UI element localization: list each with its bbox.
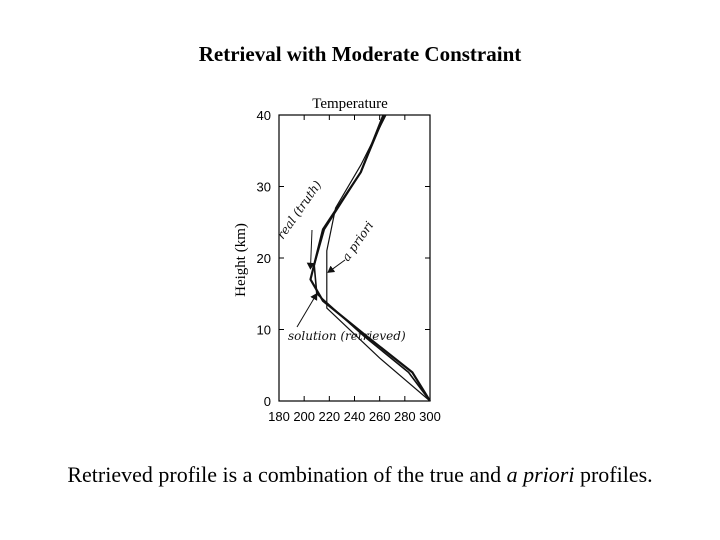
x-tick-label: 240 [344, 409, 366, 424]
x-tick-label: 220 [318, 409, 340, 424]
y-axis-title: Height (km) [233, 223, 249, 297]
annotation-arrow-real-truth [306, 229, 315, 270]
y-tick-label: 30 [257, 180, 271, 195]
caption-suffix: profiles. [574, 462, 653, 487]
annotation-solution-retrieved: solution (retrieved) [288, 329, 406, 343]
annotation-arrow-a-priori [327, 259, 346, 273]
x-tick-label: 180 [268, 409, 290, 424]
x-tick-label: 300 [419, 409, 441, 424]
annotation-a-priori: a priori [339, 219, 376, 264]
series-line-real-truth [309, 114, 431, 402]
annotation-real-truth: real (truth) [274, 178, 325, 242]
slide-caption: Retrieved profile is a combination of th… [0, 462, 720, 488]
series-line-solution-retrieved [313, 114, 431, 402]
x-tick-label: 200 [293, 409, 315, 424]
y-tick-label: 0 [264, 394, 271, 409]
annotation-arrow-solution-retrieved [296, 292, 318, 328]
plot-frame [278, 114, 431, 402]
series-line-a-priori [326, 114, 431, 402]
x-tick-label: 260 [369, 409, 391, 424]
y-tick-label: 20 [257, 251, 271, 266]
y-tick-label: 40 [257, 108, 271, 123]
chart-title: Temperature [312, 96, 388, 112]
x-tick-label: 280 [394, 409, 416, 424]
slide-title: Retrieval with Moderate Constraint [198, 42, 522, 66]
series-layer [309, 114, 431, 402]
caption-prefix: Retrieved profile is a combination of th… [67, 462, 507, 487]
caption-italic: a priori [506, 462, 575, 487]
y-tick-label: 10 [257, 323, 271, 338]
axis-ticks: 180 200 220 240 260 280 300 0 10 20 30 40 [257, 108, 441, 424]
